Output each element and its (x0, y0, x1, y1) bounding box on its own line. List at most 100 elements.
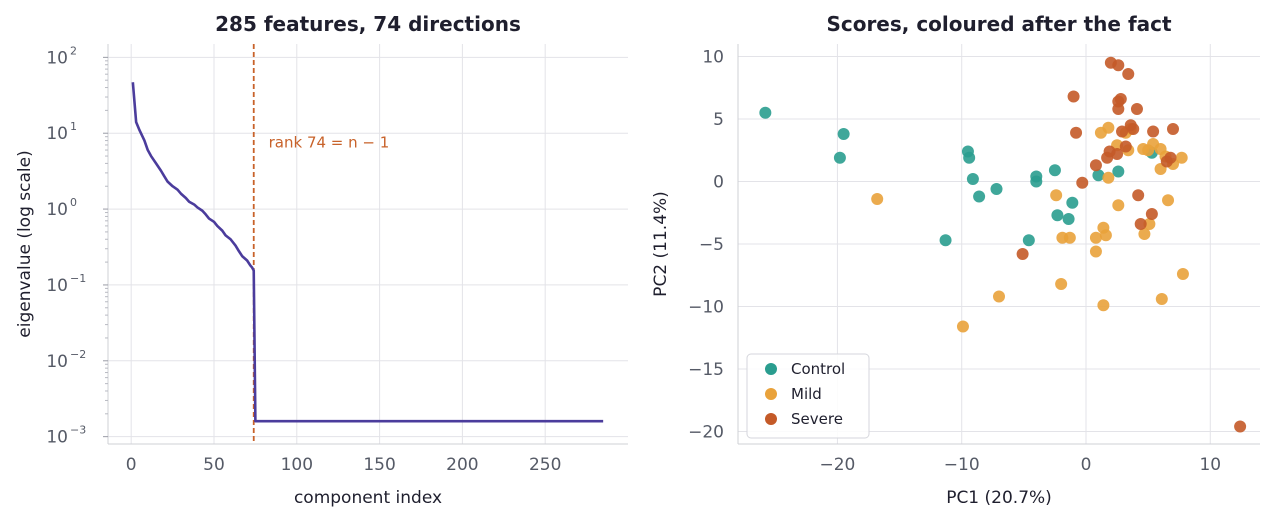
left-y-tick-label: 10 (46, 428, 68, 448)
score-point-mild (1055, 278, 1068, 290)
score-point-control (963, 151, 976, 164)
score-point-control (973, 190, 986, 203)
right-y-tick-label: −10 (688, 298, 724, 318)
left-y-tick-exponent: −3 (70, 424, 86, 437)
score-point-mild (1089, 231, 1102, 244)
score-point-mild (1094, 126, 1107, 139)
left-y-tick-label: 10 (46, 276, 68, 296)
rank-annotation: rank 74 = n − 1 (269, 134, 390, 152)
scores-panel: Scores, coloured after the fact −20 −10 0 1… (651, 12, 1260, 508)
left-x-tick-label: 250 (529, 455, 561, 475)
score-point-mild (1175, 151, 1188, 164)
score-point-mild (1143, 218, 1156, 230)
left-axes (107, 44, 628, 445)
right-y-axis-label: PC2 (11.4%) (651, 191, 671, 297)
score-point-mild (993, 290, 1005, 303)
score-point-severe (1132, 189, 1145, 202)
score-point-severe (1130, 103, 1143, 115)
left-y-tick-exponent: 2 (70, 44, 77, 57)
right-y-ticks: 10 5 0 −5 −10 −15 −20 (688, 48, 724, 443)
right-x-axis-label: PC1 (20.7%) (946, 488, 1052, 508)
left-gridlines (108, 44, 628, 444)
left-y-tick-exponent: −2 (70, 348, 86, 361)
score-point-control (1092, 169, 1105, 182)
score-point-control (1030, 175, 1043, 188)
score-point-mild (956, 320, 969, 333)
score-point-severe (1119, 140, 1132, 153)
score-point-severe (1114, 93, 1127, 105)
left-x-tick-label: 50 (203, 455, 225, 475)
right-x-ticks: −20 −10 0 10 (819, 455, 1221, 475)
score-point-severe (1134, 218, 1147, 230)
left-y-tick-exponent: 1 (70, 120, 77, 133)
score-point-mild (1155, 293, 1168, 305)
score-point-severe (1016, 248, 1029, 260)
score-point-mild (1176, 268, 1189, 280)
right-x-tick-label: 10 (1199, 455, 1221, 475)
score-point-severe (1122, 68, 1135, 80)
score-point-severe (1145, 208, 1158, 220)
legend-box (746, 353, 870, 439)
score-point-severe (1089, 159, 1102, 172)
score-point-severe (1112, 59, 1125, 72)
left-y-tick-exponent: −1 (70, 272, 86, 285)
score-point-severe (1167, 123, 1179, 135)
score-point-mild (1089, 245, 1102, 258)
legend-marker-mild (765, 388, 777, 400)
right-chart-title: Scores, coloured after the fact (826, 12, 1172, 36)
legend-label-severe: Severe (791, 410, 843, 428)
right-axes (737, 44, 1260, 445)
score-point-mild (1050, 189, 1063, 202)
right-x-tick-label: 0 (1081, 455, 1092, 475)
score-point-mild (1138, 228, 1151, 240)
eigenvalue-series (131, 82, 604, 423)
score-points (759, 56, 1247, 433)
left-x-tick-label: 200 (446, 455, 478, 475)
right-y-tick-label: 10 (702, 48, 724, 68)
left-y-tick-exponent: 0 (70, 196, 77, 209)
score-point-control (837, 128, 850, 140)
score-point-control (1066, 196, 1079, 209)
score-point-severe (1070, 126, 1083, 139)
score-point-mild (1099, 229, 1112, 242)
score-point-severe (1116, 125, 1129, 138)
score-point-severe (1234, 420, 1247, 433)
left-y-tick-label: 10 (46, 48, 68, 68)
left-y-tick-label: 10 (46, 124, 68, 144)
legend-label-mild: Mild (791, 385, 822, 403)
score-point-mild (1097, 299, 1110, 312)
right-y-tick-label: −15 (688, 360, 724, 380)
right-y-tick-label: −5 (699, 235, 724, 255)
legend: Control Mild Severe (746, 353, 870, 439)
right-x-tick-label: −20 (819, 455, 855, 475)
score-point-control (939, 234, 952, 247)
left-x-tick-label: 150 (363, 455, 395, 475)
score-point-severe (1164, 151, 1177, 164)
score-point-severe (1127, 123, 1140, 135)
score-point-control (1112, 165, 1125, 178)
score-point-severe (1111, 148, 1124, 160)
score-point-control (759, 106, 772, 119)
eigenvalue-panel: 285 features, 74 directions 0 50 100 150 200… (15, 12, 628, 508)
eigenvalue-line (131, 82, 604, 423)
score-point-severe (1112, 103, 1125, 115)
left-x-tick-label: 100 (281, 455, 313, 475)
score-point-severe (1067, 90, 1080, 103)
score-point-mild (871, 193, 884, 205)
legend-marker-severe (765, 413, 777, 425)
score-point-mild (1162, 194, 1175, 207)
left-x-ticks: 0 50 100 150 200 250 (126, 455, 562, 475)
score-point-severe (1076, 176, 1089, 189)
right-y-tick-label: 0 (713, 173, 724, 193)
left-chart-title: 285 features, 74 directions (215, 12, 521, 36)
score-point-control (1051, 209, 1064, 222)
score-point-control (1062, 213, 1075, 225)
legend-label-control: Control (791, 360, 845, 378)
score-point-control (966, 173, 979, 185)
left-y-axis-label: eigenvalue (log scale) (15, 150, 35, 337)
score-point-control (1048, 164, 1061, 177)
score-point-control (1022, 234, 1035, 247)
right-y-tick-label: 5 (713, 110, 724, 130)
